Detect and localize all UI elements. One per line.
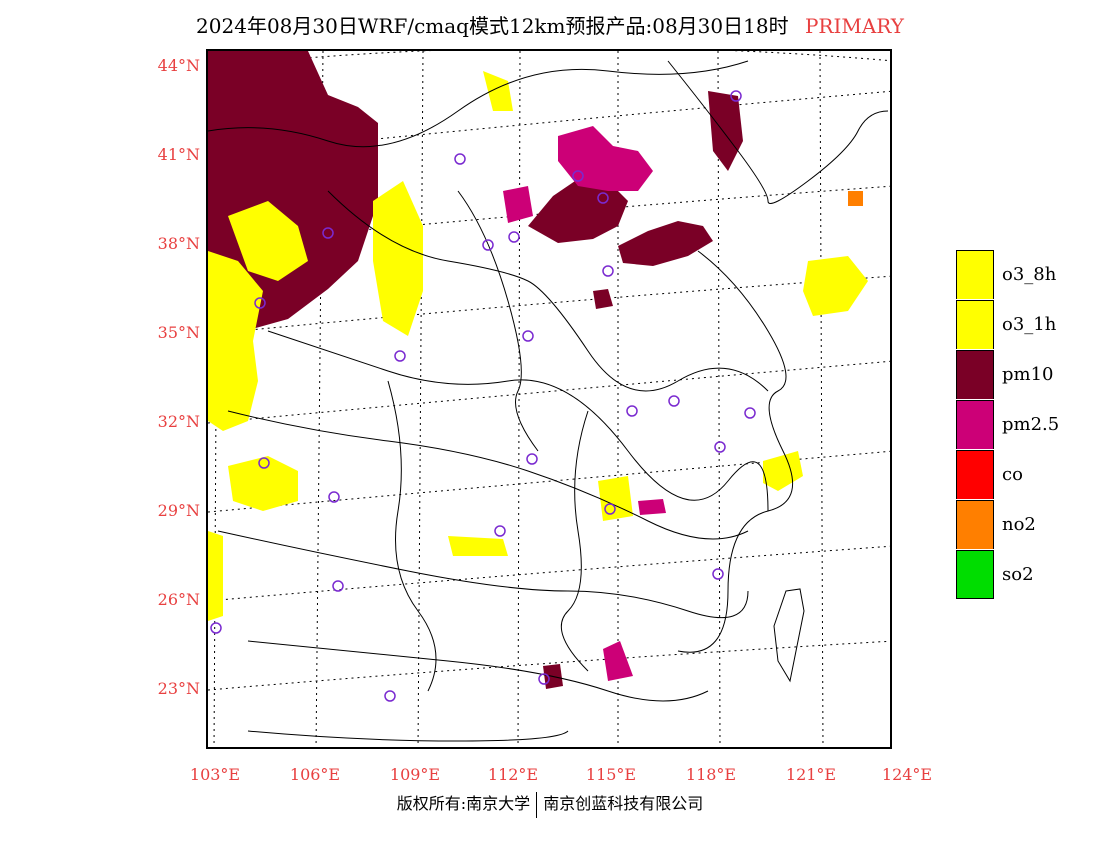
station-marker [597, 192, 609, 204]
footer-separator [536, 791, 538, 818]
pm25-region-shanxi [503, 186, 533, 223]
pm25-region-beijing [558, 126, 653, 191]
station-marker [712, 568, 724, 580]
legend-item-no2: no2 [956, 499, 1059, 549]
station-marker [602, 265, 614, 277]
legend-swatch [956, 249, 994, 299]
o3-region-jiangxi [598, 476, 633, 521]
lat-label-41: 41°N [157, 145, 200, 164]
legend-item-co: co [956, 449, 1059, 499]
station-marker [322, 227, 334, 239]
pm10-region-shandong [618, 221, 713, 266]
station-marker [626, 405, 638, 417]
footer-copyright: 版权所有:南京大学 [396, 794, 531, 813]
legend-label: pm10 [1002, 363, 1054, 385]
station-markers [210, 90, 756, 702]
lat-label-44: 44°N [157, 56, 200, 75]
pm10-regions [208, 51, 743, 689]
map-frame[interactable] [206, 49, 892, 749]
o3-region-hunan [448, 536, 508, 556]
station-marker [508, 231, 520, 243]
station-marker [572, 170, 584, 182]
lon-label-118: 118°E [685, 765, 737, 784]
pm10-region-liaoning [708, 91, 743, 171]
station-marker [394, 350, 406, 362]
legend-swatch [956, 399, 994, 449]
lat-label-38: 38°N [157, 234, 200, 253]
station-marker [494, 525, 506, 537]
title-primary-flag: PRIMARY [804, 14, 904, 38]
station-marker [254, 297, 266, 309]
legend-item-o3-1h: o3_1h [956, 299, 1059, 349]
pm25-regions [503, 126, 666, 681]
o3-region-zhejiang [763, 451, 803, 491]
footer-company: 南京创蓝科技有限公司 [543, 794, 704, 813]
station-marker [714, 441, 726, 453]
legend-item-so2: so2 [956, 549, 1059, 599]
lon-label-106: 106°E [289, 765, 341, 784]
legend-swatch [956, 549, 994, 599]
station-marker [730, 90, 742, 102]
map-title: 2024年08月30日WRF/cmaq模式12km预报产品:08月30日18时 … [0, 10, 1100, 39]
legend-label: co [1002, 463, 1023, 485]
station-marker [384, 690, 396, 702]
o3-region-sichuan [228, 456, 298, 511]
legend-swatch [956, 299, 994, 349]
station-marker [332, 580, 344, 592]
lon-label-124: 124°E [881, 765, 933, 784]
lat-label-26: 26°N [157, 590, 200, 609]
no2-regions [848, 191, 863, 206]
station-marker [482, 239, 494, 251]
o3-region-yunnan-west [208, 531, 223, 621]
legend-label: so2 [1002, 563, 1034, 585]
pm10-region-hebei [528, 179, 628, 243]
lat-label-35: 35°N [157, 323, 200, 342]
lon-label-115: 115°E [585, 765, 637, 784]
lon-label-103: 103°E [189, 765, 241, 784]
lon-label-112: 112°E [487, 765, 539, 784]
station-marker [526, 453, 538, 465]
station-marker [538, 673, 550, 685]
map-canvas [208, 51, 890, 747]
legend-label: o3_8h [1002, 263, 1057, 285]
pm25-patch-jiangxi [638, 499, 666, 515]
station-marker [454, 153, 466, 165]
legend-swatch [956, 449, 994, 499]
station-marker [668, 395, 680, 407]
station-marker [328, 491, 340, 503]
station-marker [744, 407, 756, 419]
legend-swatch [956, 499, 994, 549]
station-marker [258, 457, 270, 469]
legend-item-o3-8h: o3_8h [956, 249, 1059, 299]
legend-label: no2 [1002, 513, 1036, 535]
station-marker [522, 330, 534, 342]
legend-item-pm10: pm10 [956, 349, 1059, 399]
legend-item-pm25: pm2.5 [956, 399, 1059, 449]
o3-region-jiangsu-coast [803, 256, 868, 316]
pollutant-legend: o3_8h o3_1h pm10 pm2.5 co no2 so2 [956, 249, 1059, 599]
o3-region-innermongolia [483, 71, 513, 111]
lat-label-23: 23°N [157, 679, 200, 698]
lon-label-121: 121°E [785, 765, 837, 784]
lon-label-109: 109°E [389, 765, 441, 784]
title-main: 2024年08月30日WRF/cmaq模式12km预报产品:08月30日18时 [196, 14, 789, 38]
station-marker [604, 503, 616, 515]
legend-label: pm2.5 [1002, 413, 1060, 435]
o3-region-shaanxi [373, 181, 423, 336]
lat-label-29: 29°N [157, 501, 200, 520]
legend-label: o3_1h [1002, 313, 1057, 335]
pm10-patch-henan [593, 289, 613, 309]
copyright-footer: 版权所有:南京大学 南京创蓝科技有限公司 [0, 790, 1100, 818]
lat-label-32: 32°N [157, 412, 200, 431]
legend-swatch [956, 349, 994, 399]
graticule [208, 51, 890, 747]
taiwan-outline [773, 588, 805, 683]
admin-boundaries [208, 60, 889, 742]
o3-region-southwest [208, 251, 263, 431]
pm25-region-guangdong [603, 641, 633, 681]
o3-region-gansu [228, 201, 308, 281]
no2-patch-korea [848, 191, 863, 206]
station-marker [210, 622, 222, 634]
